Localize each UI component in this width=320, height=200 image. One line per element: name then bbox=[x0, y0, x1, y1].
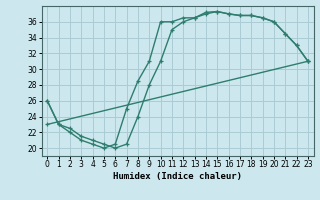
X-axis label: Humidex (Indice chaleur): Humidex (Indice chaleur) bbox=[113, 172, 242, 181]
